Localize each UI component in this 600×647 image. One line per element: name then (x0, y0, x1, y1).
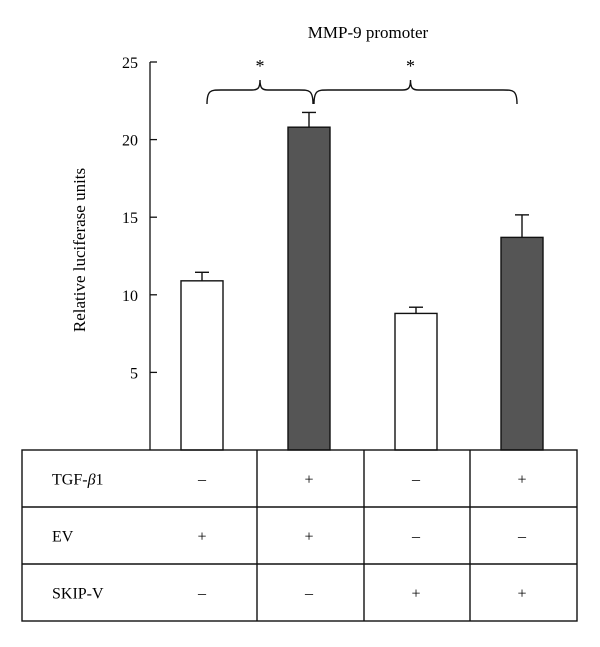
table-cell: – (197, 472, 207, 489)
y-tick-label: 10 (122, 288, 138, 305)
table-row-label: SKIP-V (52, 586, 104, 603)
table-cell: – (517, 529, 527, 546)
y-tick-label: 15 (122, 210, 138, 227)
significance-brackets: * * (206, 56, 518, 105)
y-ticks: 5 10 15 20 25 (122, 55, 157, 382)
bars (180, 111, 544, 451)
significance-bracket (313, 79, 518, 105)
bar (500, 236, 544, 451)
bar (180, 280, 224, 451)
y-tick-label: 5 (130, 365, 138, 382)
chart-title: MMP-9 promoter (308, 23, 429, 42)
table-cell: + (411, 586, 420, 603)
condition-table: TGF-β1 – + – + EV + + – – SKIP-V – – + + (21, 449, 578, 622)
bar (287, 126, 331, 451)
table-cell: + (304, 529, 313, 546)
y-axis-label: Relative luciferase units (70, 168, 89, 332)
table-cell: – (411, 529, 421, 546)
table-border (21, 449, 578, 622)
significance-star: * (256, 56, 265, 76)
table-cell: + (517, 472, 526, 489)
table-cell: – (411, 472, 421, 489)
table-cell: – (197, 586, 207, 603)
table-cell: + (517, 586, 526, 603)
significance-bracket (206, 79, 314, 105)
y-tick-label: 20 (122, 133, 138, 150)
table-cell: + (304, 472, 313, 489)
bar (394, 312, 438, 451)
significance-star: * (406, 56, 415, 76)
table-row-label: EV (52, 529, 74, 546)
table-row-label: TGF-β1 (52, 472, 104, 489)
y-tick-label: 25 (122, 55, 138, 72)
table-cell: + (197, 529, 206, 546)
table-cell: – (304, 586, 314, 603)
